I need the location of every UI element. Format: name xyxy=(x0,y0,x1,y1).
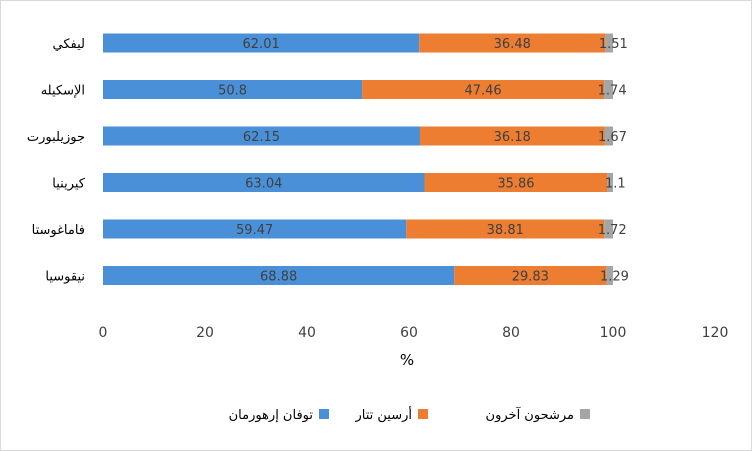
data-label: 1.29 xyxy=(600,270,629,285)
data-label: 62.01 xyxy=(243,37,280,52)
bar-segment xyxy=(604,80,613,99)
x-tick-label: 60 xyxy=(400,325,418,341)
data-label: 59.47 xyxy=(236,223,273,238)
bar-segment xyxy=(604,126,613,146)
x-axis-title: % xyxy=(400,351,414,369)
data-label: 68.88 xyxy=(260,270,297,285)
bar-segment xyxy=(419,33,606,53)
data-label: 1.67 xyxy=(598,130,627,145)
x-tick-label: 100 xyxy=(600,325,627,341)
legend-label: مرشحون آخرون xyxy=(486,406,574,423)
bar-segment xyxy=(362,80,605,99)
bar-segment xyxy=(103,173,425,192)
data-label: 1.72 xyxy=(598,223,627,238)
legend-label: أرسين تتار xyxy=(354,406,412,423)
bar-segment xyxy=(419,126,605,146)
category-label: فاماغوستا xyxy=(32,223,85,238)
x-tick-label: 40 xyxy=(298,325,316,341)
bar-segment xyxy=(103,266,455,285)
category-label: جوزيلبورت xyxy=(27,130,85,145)
category-label: كيرينيا xyxy=(52,177,86,192)
bar-segment xyxy=(103,33,420,53)
x-tick-label: 20 xyxy=(196,325,214,341)
x-tick-label: 80 xyxy=(502,325,520,341)
bar-segment xyxy=(103,126,420,146)
data-label: 36.48 xyxy=(494,37,531,52)
data-label: 1.1 xyxy=(605,177,626,192)
category-label: نيقوسيا xyxy=(45,270,85,285)
legend-swatch xyxy=(580,409,590,419)
data-label: 62.15 xyxy=(243,130,280,145)
bar-segment xyxy=(607,173,613,192)
data-label: 29.83 xyxy=(512,270,549,285)
bar-segment xyxy=(424,173,608,192)
legend-label: توفان إرهورمان xyxy=(229,408,314,423)
data-label: 1.51 xyxy=(599,37,628,52)
data-label: 50.8 xyxy=(218,84,247,99)
x-tick-label: 120 xyxy=(702,325,729,341)
bar-segment xyxy=(604,219,613,239)
bar-segment xyxy=(606,266,613,285)
bar-segment xyxy=(454,266,607,285)
data-label: 1.74 xyxy=(598,84,627,99)
category-label: ليفكي xyxy=(53,37,85,52)
bar-segment xyxy=(103,219,407,239)
data-label: 47.46 xyxy=(464,84,501,99)
data-label: 35.86 xyxy=(497,177,534,192)
legend-swatch xyxy=(418,409,428,419)
legend-swatch xyxy=(319,409,329,419)
data-label: 63.04 xyxy=(245,177,282,192)
x-tick-label: 0 xyxy=(99,325,108,341)
bar-segment xyxy=(103,80,363,99)
bar-segment xyxy=(605,33,613,53)
category-label: الإسكيله xyxy=(41,84,85,99)
bar-segment xyxy=(406,219,605,239)
data-label: 38.81 xyxy=(487,223,524,238)
data-label: 36.18 xyxy=(494,130,531,145)
